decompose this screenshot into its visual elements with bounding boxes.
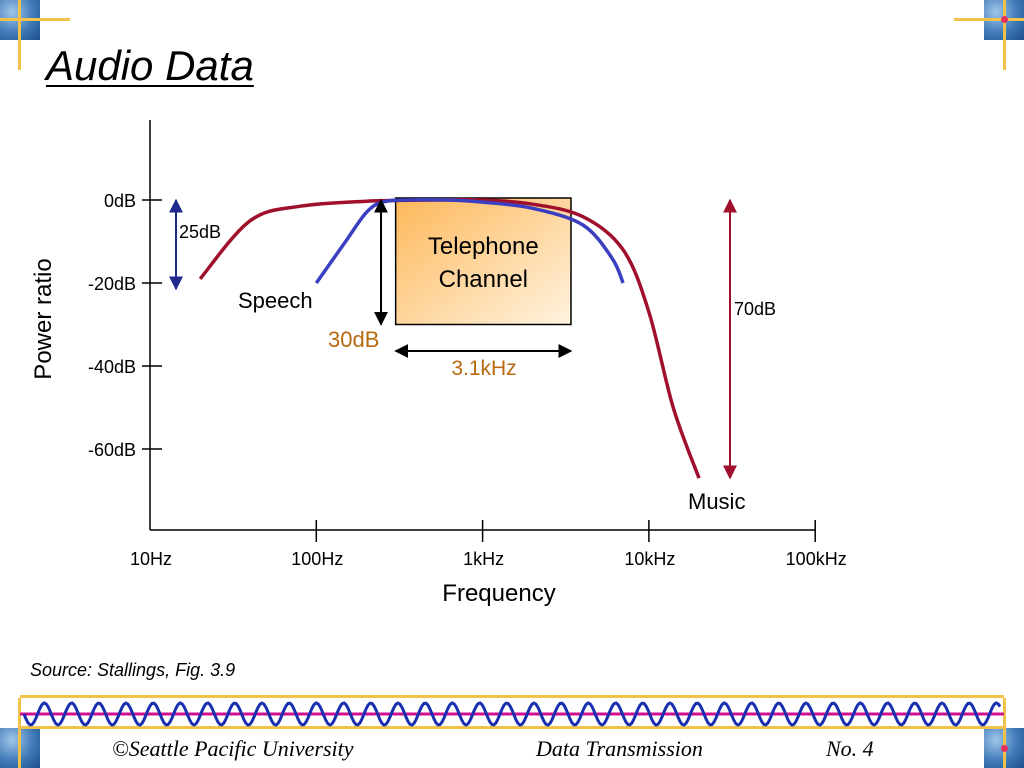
music-series-line: [198, 197, 701, 479]
wave-band-sine: [22, 701, 1002, 727]
x-tick-label: 100kHz: [786, 549, 847, 569]
slide-title: Audio Data: [46, 42, 254, 89]
telephone-channel-label-line: Channel: [439, 266, 528, 293]
corner-decoration-bottom-right: [952, 696, 1024, 768]
corner-decoration-top-right: [952, 0, 1024, 72]
speech-series-label: Speech: [238, 288, 313, 313]
x-tick-label: 10kHz: [624, 549, 675, 569]
footer-wave-band: [20, 695, 1004, 729]
x-axis-label: Frequency: [442, 580, 555, 607]
footer-organization: ©Seattle Pacific University: [112, 736, 354, 761]
music-70db-label: 70dB: [734, 299, 776, 319]
y-tick-label: 0dB: [104, 191, 136, 211]
telephone-channel-label: Telephone Channel: [428, 233, 539, 293]
x-axis-ticks: 10Hz 100Hz 1kHz 10kHz 100kHz: [130, 520, 847, 569]
telephone-channel-label-line: Telephone: [428, 233, 539, 260]
bandwidth-label: 3.1kHz: [451, 357, 516, 380]
wave-band-bottom-line: [20, 726, 1004, 729]
y-tick-label: -60dB: [88, 440, 136, 460]
music-series-label: Music: [688, 489, 745, 514]
y-axis-ticks: 0dB -20dB -40dB -60dB: [88, 191, 162, 460]
source-note: Source: Stallings, Fig. 3.9: [30, 660, 236, 680]
y-tick-label: -40dB: [88, 357, 136, 377]
x-tick-label: 1kHz: [463, 549, 504, 569]
wave-band-top-line: [20, 695, 1004, 698]
music-25db-label: 25dB: [179, 222, 221, 242]
x-tick-label: 10Hz: [130, 549, 172, 569]
x-tick-label: 100Hz: [291, 549, 343, 569]
audio-spectrum-chart: 10Hz 100Hz 1kHz 10kHz 100kHz 0dB -20dB -40dB -6…: [30, 120, 847, 607]
y-axis-label: Power ratio: [30, 258, 57, 379]
speech-30db-label: 30dB: [328, 327, 379, 352]
footer-slide-number: No. 4: [826, 736, 874, 761]
footer-course-title: Data Transmission: [536, 736, 703, 761]
corner-decoration-top-left: [0, 0, 72, 72]
y-tick-label: -20dB: [88, 274, 136, 294]
corner-decoration-bottom-left: [0, 696, 72, 768]
speech-series-line: [314, 198, 625, 285]
telephone-channel-box: [394, 197, 572, 326]
